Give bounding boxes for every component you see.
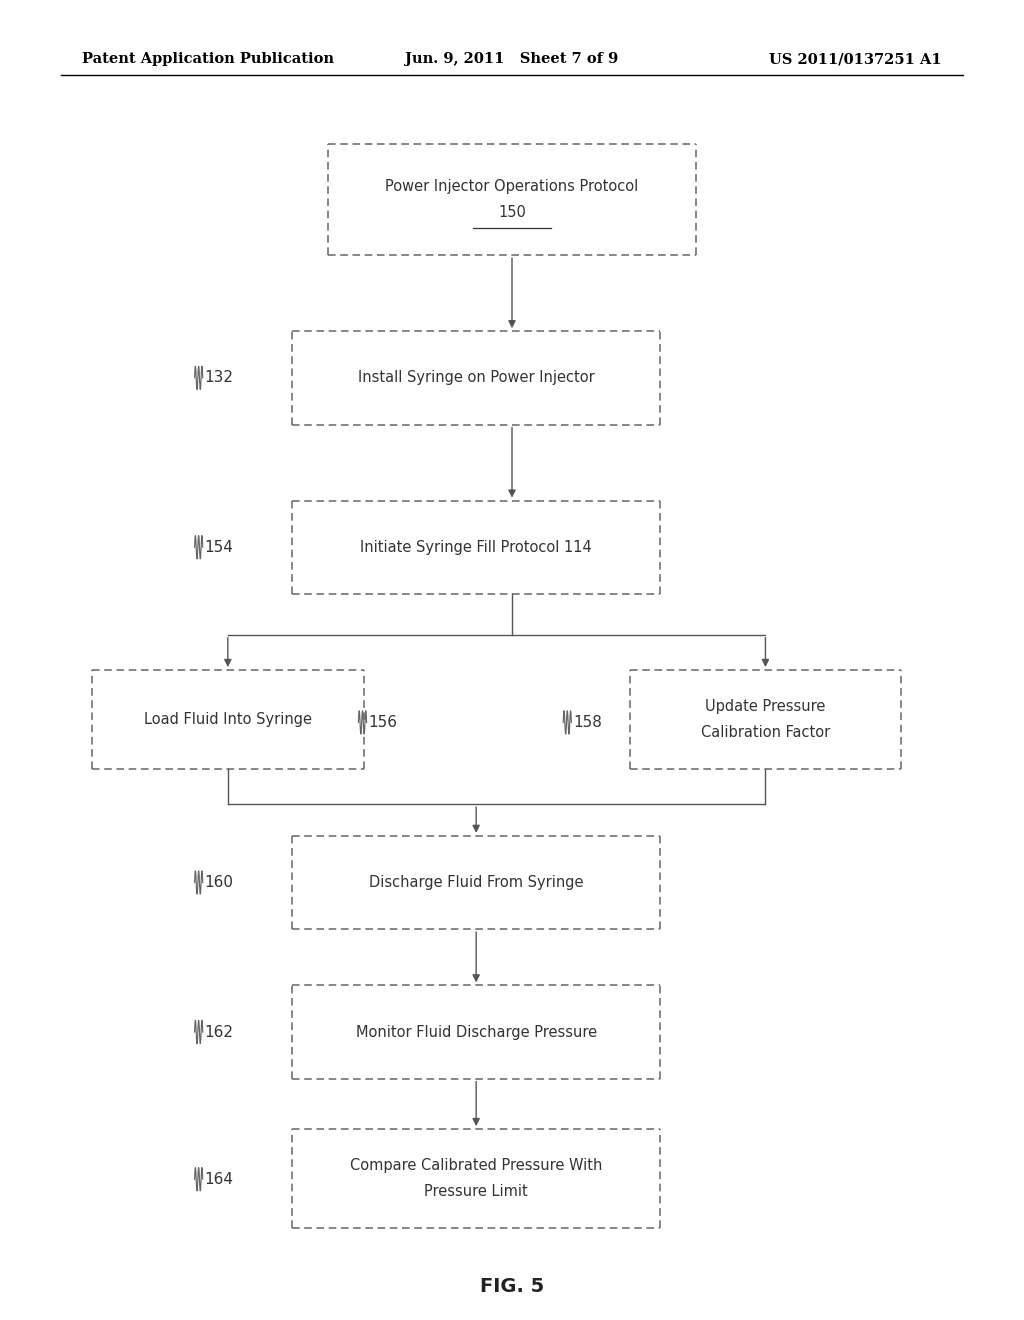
Text: 150: 150: [498, 205, 526, 220]
Text: Update Pressure: Update Pressure: [706, 700, 825, 714]
Text: Jun. 9, 2011   Sheet 7 of 9: Jun. 9, 2011 Sheet 7 of 9: [406, 53, 618, 66]
Text: Initiate Syringe Fill Protocol 114: Initiate Syringe Fill Protocol 114: [360, 540, 592, 554]
Text: 156: 156: [369, 715, 397, 730]
Text: US 2011/0137251 A1: US 2011/0137251 A1: [769, 53, 942, 66]
Text: Pressure Limit: Pressure Limit: [424, 1184, 528, 1199]
Text: 164: 164: [205, 1172, 233, 1187]
Text: Monitor Fluid Discharge Pressure: Monitor Fluid Discharge Pressure: [355, 1024, 597, 1040]
Text: Patent Application Publication: Patent Application Publication: [82, 53, 334, 66]
Text: Load Fluid Into Syringe: Load Fluid Into Syringe: [143, 711, 312, 727]
Text: Discharge Fluid From Syringe: Discharge Fluid From Syringe: [369, 875, 584, 890]
Text: Compare Calibrated Pressure With: Compare Calibrated Pressure With: [350, 1159, 602, 1173]
Text: 132: 132: [205, 371, 233, 385]
Text: FIG. 5: FIG. 5: [480, 1278, 544, 1296]
Text: 154: 154: [205, 540, 233, 554]
Text: 162: 162: [205, 1024, 233, 1040]
Text: 158: 158: [573, 715, 602, 730]
Text: Calibration Factor: Calibration Factor: [700, 725, 830, 741]
Text: Install Syringe on Power Injector: Install Syringe on Power Injector: [357, 371, 595, 385]
Text: Power Injector Operations Protocol: Power Injector Operations Protocol: [385, 180, 639, 194]
Text: 160: 160: [205, 875, 233, 890]
